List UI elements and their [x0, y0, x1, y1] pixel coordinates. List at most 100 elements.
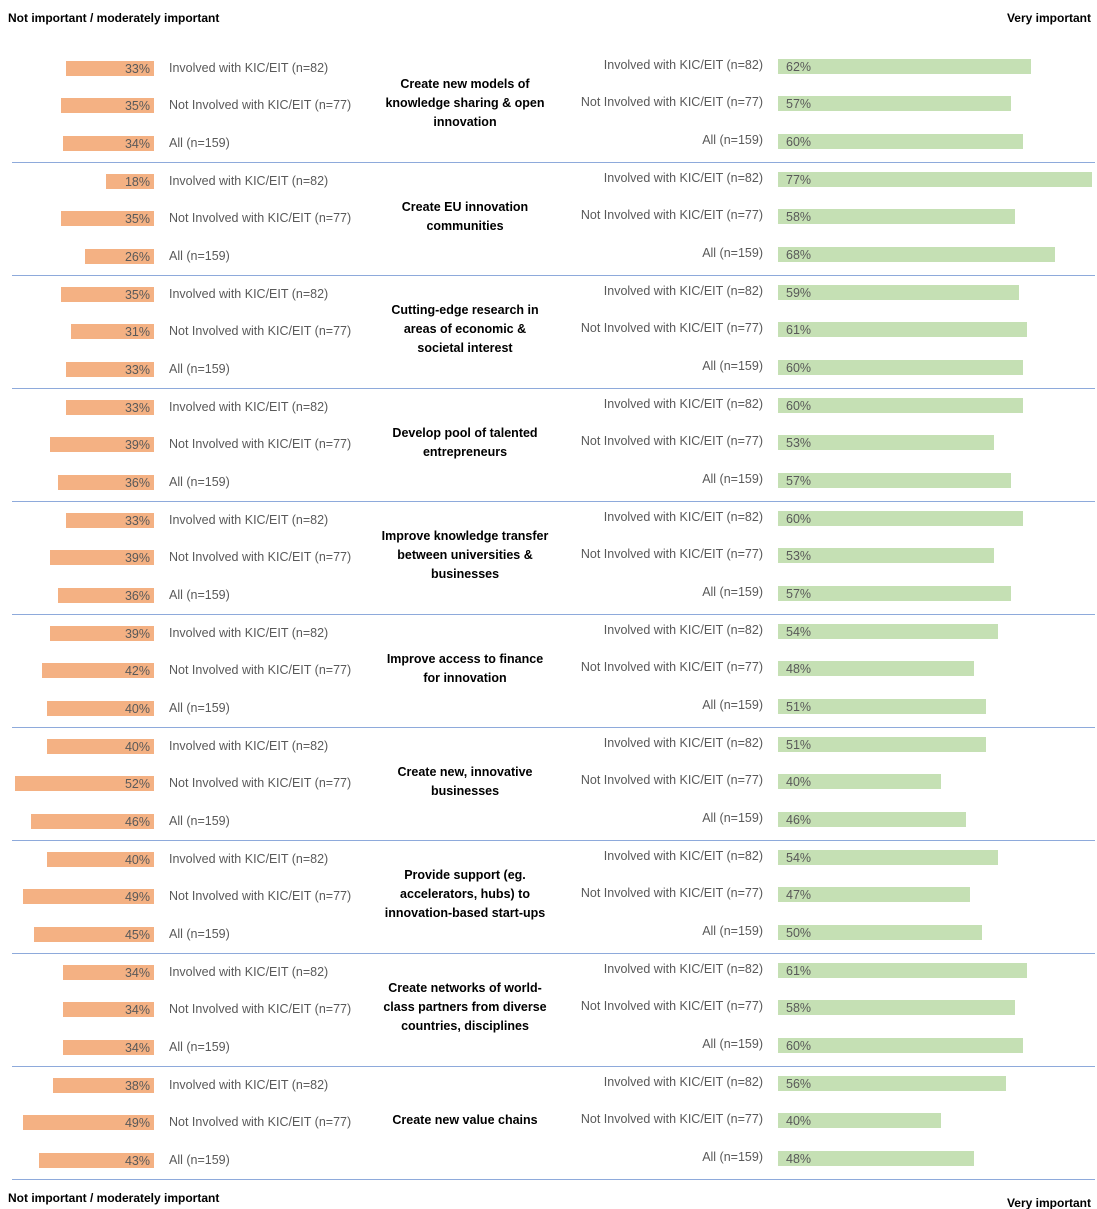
left-row-label: All (n=159) — [169, 927, 230, 941]
left-value-label: 40% — [124, 853, 150, 867]
separator — [12, 727, 1095, 728]
group-label: Create new models of knowledge sharing &… — [385, 77, 545, 129]
right-row-label: All (n=159) — [702, 924, 763, 938]
right-row-label: All (n=159) — [702, 133, 763, 147]
left-footer: Not important / moderately important — [8, 1191, 220, 1205]
right-value-label: 40% — [786, 775, 812, 789]
left-value-label: 40% — [124, 702, 150, 716]
right-row-label: Involved with KIC/EIT (n=82) — [603, 510, 763, 524]
left-bar — [65, 362, 154, 377]
right-value-label: 57% — [786, 97, 812, 111]
right-bar — [778, 473, 1011, 488]
left-bar — [33, 927, 154, 942]
left-row-label: Not Involved with KIC/EIT (n=77) — [169, 663, 352, 677]
left-value-label: 39% — [124, 627, 150, 641]
right-bar — [778, 925, 982, 940]
right-bar — [778, 285, 1019, 300]
left-bar — [63, 965, 154, 980]
right-bar — [778, 1076, 1007, 1091]
left-row-label: Not Involved with KIC/EIT (n=77) — [169, 1002, 352, 1016]
left-bar — [63, 136, 154, 151]
right-bar — [778, 774, 942, 789]
left-value-label: 33% — [124, 363, 150, 377]
left-value-label: 31% — [124, 325, 150, 339]
group-label: Cutting-edge research in areas of econom… — [391, 303, 539, 355]
right-value-label: 46% — [786, 813, 812, 827]
right-value-label: 57% — [786, 474, 812, 488]
right-value-label: 61% — [786, 323, 812, 337]
right-value-label: 48% — [786, 1152, 812, 1166]
right-value-label: 40% — [786, 1114, 812, 1128]
right-row-label: Not Involved with KIC/EIT (n=77) — [580, 95, 763, 109]
group-label: Create new value chains — [392, 1113, 538, 1127]
left-value-label: 39% — [124, 438, 150, 452]
left-bar — [57, 475, 154, 490]
left-bar — [49, 550, 154, 565]
right-value-label: 60% — [786, 399, 812, 413]
left-row-label: All (n=159) — [169, 136, 230, 150]
right-row-label: Involved with KIC/EIT (n=82) — [603, 1075, 763, 1089]
left-value-label: 46% — [124, 815, 150, 829]
right-row-label: All (n=159) — [702, 359, 763, 373]
left-value-label: 45% — [124, 928, 150, 942]
right-bar — [778, 209, 1015, 224]
left-value-label: 35% — [124, 288, 150, 302]
left-bar — [63, 1002, 154, 1017]
left-value-label: 33% — [124, 514, 150, 528]
group-label: Improve knowledge transfer between unive… — [381, 529, 549, 581]
group-label: Create EU innovation communities — [401, 199, 529, 233]
right-bar — [778, 661, 974, 676]
right-value-label: 47% — [786, 888, 812, 902]
right-row-label: All (n=159) — [702, 1037, 763, 1051]
left-bar — [65, 61, 154, 76]
left-row-label: Involved with KIC/EIT (n=82) — [169, 174, 329, 188]
left-value-label: 34% — [124, 137, 150, 151]
left-bar — [60, 98, 154, 113]
right-bar — [778, 1113, 942, 1128]
left-bar — [41, 663, 154, 678]
left-value-label: 38% — [124, 1079, 150, 1093]
left-row-label: Involved with KIC/EIT (n=82) — [169, 852, 329, 866]
left-value-label: 40% — [124, 740, 150, 754]
right-value-label: 60% — [786, 512, 812, 526]
right-row-label: Not Involved with KIC/EIT (n=77) — [580, 660, 763, 674]
right-value-label: 50% — [786, 926, 812, 940]
left-row-label: Not Involved with KIC/EIT (n=77) — [169, 211, 352, 225]
left-row-label: Involved with KIC/EIT (n=82) — [169, 287, 329, 301]
right-bar — [778, 435, 995, 450]
left-value-label: 42% — [124, 664, 150, 678]
left-bar — [23, 889, 154, 904]
right-value-label: 51% — [786, 700, 812, 714]
left-bar — [15, 776, 154, 791]
left-row-label: Not Involved with KIC/EIT (n=77) — [169, 550, 352, 564]
left-row-label: All (n=159) — [169, 249, 230, 263]
left-bar — [65, 513, 154, 528]
separator — [12, 388, 1095, 389]
left-value-label: 49% — [124, 890, 150, 904]
left-row-label: Not Involved with KIC/EIT (n=77) — [169, 776, 352, 790]
right-footer: Very important — [1006, 1196, 1091, 1209]
right-row-label: All (n=159) — [702, 811, 763, 825]
left-value-label: 33% — [124, 62, 150, 76]
left-row-label: Involved with KIC/EIT (n=82) — [169, 739, 329, 753]
right-row-label: Involved with KIC/EIT (n=82) — [603, 849, 763, 863]
left-row-label: Involved with KIC/EIT (n=82) — [169, 61, 329, 75]
right-value-label: 77% — [786, 173, 812, 187]
left-row-label: All (n=159) — [169, 1040, 230, 1054]
right-bar — [778, 699, 987, 714]
right-row-label: Not Involved with KIC/EIT (n=77) — [580, 999, 763, 1013]
left-row-label: Not Involved with KIC/EIT (n=77) — [169, 324, 352, 338]
right-value-label: 58% — [786, 210, 812, 224]
left-bar — [84, 249, 154, 264]
left-row-label: Not Involved with KIC/EIT (n=77) — [169, 98, 352, 112]
left-bar — [71, 324, 154, 339]
right-bar — [778, 322, 1027, 337]
left-value-label: 49% — [124, 1116, 150, 1130]
left-row-label: Involved with KIC/EIT (n=82) — [169, 965, 329, 979]
right-bar — [778, 963, 1027, 978]
separator — [12, 614, 1095, 615]
right-row-label: All (n=159) — [702, 246, 763, 260]
left-value-label: 34% — [124, 1041, 150, 1055]
left-bar — [52, 1078, 154, 1093]
left-row-label: All (n=159) — [169, 588, 230, 602]
